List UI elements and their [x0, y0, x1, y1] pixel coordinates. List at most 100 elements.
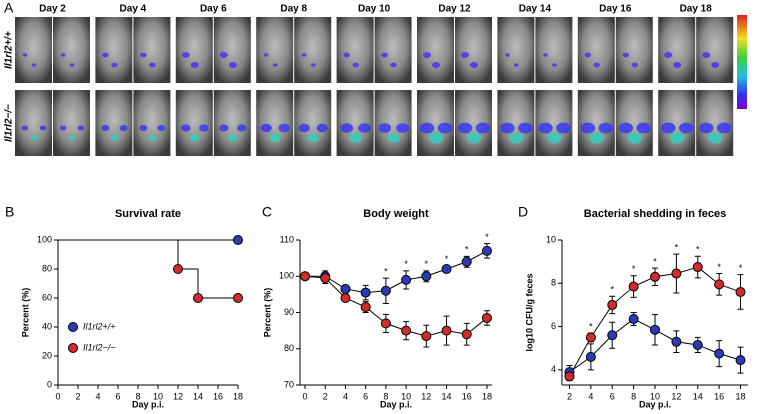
signal-blob — [432, 62, 440, 68]
y-tick-label: 20 — [42, 350, 52, 360]
signal-blob — [190, 62, 199, 68]
x-axis-label: Day p.i. — [132, 399, 164, 409]
x-tick-label: 6 — [610, 391, 615, 401]
x-tick-label: 12 — [671, 391, 681, 401]
mouse-image — [15, 90, 52, 156]
signal-blob — [505, 53, 510, 57]
series-line — [305, 275, 488, 337]
signal-blob — [101, 125, 110, 131]
day-label: Day 12 — [438, 4, 471, 15]
signal-blob — [307, 133, 319, 143]
data-point — [421, 271, 432, 282]
mouse-image — [95, 90, 133, 156]
signal-blob — [584, 52, 591, 58]
signal-blob — [68, 135, 76, 141]
x-tick-label: 6 — [115, 391, 120, 401]
panel-label: D — [518, 204, 528, 220]
significance-star: * — [589, 321, 593, 331]
signal-blob — [543, 53, 548, 57]
y-tick-label: 10 — [546, 234, 556, 244]
signal-blob — [269, 133, 281, 143]
signal-blob — [631, 62, 638, 68]
signal-blob — [316, 123, 328, 133]
signal-blob — [670, 132, 685, 144]
signal-blob — [622, 52, 629, 58]
data-point — [320, 273, 331, 284]
data-point — [360, 302, 371, 313]
data-point — [461, 329, 472, 340]
data-point — [193, 293, 203, 303]
signal-blob — [111, 62, 118, 68]
signal-blob — [119, 125, 128, 131]
mouse-image — [256, 17, 294, 83]
signal-blob — [664, 52, 673, 58]
x-tick-label: 2 — [323, 391, 328, 401]
mouse-image — [336, 17, 374, 83]
signal-blob — [423, 52, 431, 58]
signal-blob — [199, 124, 209, 132]
panel-label: B — [5, 204, 14, 220]
x-tick-label: 14 — [693, 391, 703, 401]
significance-star: * — [485, 232, 489, 242]
data-point — [481, 245, 492, 256]
legend-marker — [68, 343, 78, 353]
y-tick-label: 90 — [284, 307, 294, 317]
x-tick-label: 16 — [714, 391, 724, 401]
signal-blob — [627, 132, 642, 144]
x-tick-label: 6 — [363, 391, 368, 401]
y-tick-label: 100 — [279, 271, 294, 281]
data-point — [481, 312, 492, 323]
mouse-image — [133, 90, 171, 156]
day-label: Day 16 — [599, 4, 632, 15]
signal-blob — [140, 52, 147, 58]
x-tick-label: 10 — [650, 391, 660, 401]
day-label: Day 14 — [519, 4, 552, 15]
significance-star: * — [404, 259, 408, 269]
x-tick-label: 12 — [173, 391, 183, 401]
x-tick-label: 12 — [421, 391, 431, 401]
x-tick-label: 18 — [233, 391, 243, 401]
signal-blob — [428, 132, 444, 144]
signal-blob — [711, 62, 720, 68]
signal-blob — [699, 122, 714, 134]
data-point — [714, 348, 725, 359]
x-tick-label: 18 — [736, 391, 746, 401]
signal-blob — [437, 122, 453, 134]
mouse-image — [213, 17, 251, 83]
data-point — [585, 351, 596, 362]
x-axis-label: Day p.i. — [380, 399, 412, 409]
signal-blob — [518, 122, 533, 134]
signal-blob — [589, 132, 604, 144]
data-point — [628, 281, 639, 292]
signal-blob — [60, 53, 66, 57]
signal-blob — [381, 52, 388, 58]
color-bar — [737, 15, 747, 109]
x-tick-label: 14 — [193, 391, 203, 401]
mouse-image — [175, 90, 213, 156]
signal-blob — [181, 124, 191, 132]
significance-star: * — [675, 242, 679, 252]
data-point — [421, 331, 432, 342]
significance-star: * — [445, 254, 449, 264]
chart-title: Bacterial shedding in feces — [584, 208, 726, 220]
mouse-image — [417, 90, 454, 156]
data-point — [380, 285, 391, 296]
significance-star: * — [632, 264, 636, 274]
signal-blob — [470, 62, 478, 68]
data-point — [671, 268, 682, 279]
y-axis-label: Percent (%) — [262, 288, 272, 338]
series-line — [305, 250, 488, 294]
data-point — [692, 262, 703, 273]
x-tick-label: 10 — [153, 391, 163, 401]
x-tick-label: 8 — [631, 391, 636, 401]
signal-blob — [679, 122, 694, 134]
legend-label: Il1rl2−/− — [83, 342, 116, 352]
signal-blob — [466, 132, 482, 144]
data-point — [735, 286, 746, 297]
signal-blob — [343, 52, 350, 58]
data-point — [340, 283, 351, 294]
survival-line — [58, 239, 238, 299]
mouse-image — [577, 17, 615, 83]
x-tick-label: 14 — [442, 391, 452, 401]
signal-blob — [509, 132, 524, 144]
